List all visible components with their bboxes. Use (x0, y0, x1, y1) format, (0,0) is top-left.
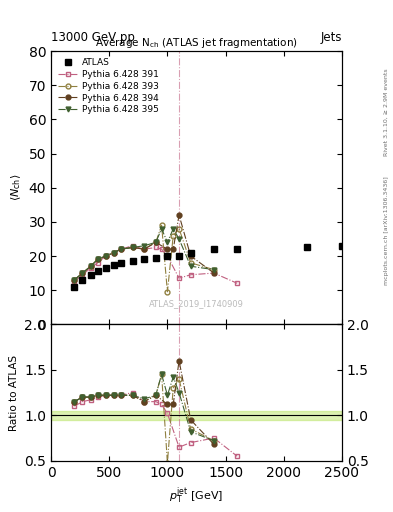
Text: Jets: Jets (320, 31, 342, 44)
Text: Rivet 3.1.10, ≥ 2.9M events: Rivet 3.1.10, ≥ 2.9M events (384, 69, 389, 157)
Text: mcplots.cern.ch [arXiv:1306.3436]: mcplots.cern.ch [arXiv:1306.3436] (384, 176, 389, 285)
Legend: ATLAS, Pythia 6.428 391, Pythia 6.428 393, Pythia 6.428 394, Pythia 6.428 395: ATLAS, Pythia 6.428 391, Pythia 6.428 39… (55, 56, 162, 117)
Y-axis label: Ratio to ATLAS: Ratio to ATLAS (9, 354, 19, 431)
Bar (51, 411, 342, 420)
Text: 13000 GeV pp: 13000 GeV pp (51, 31, 135, 44)
Title: Average N$_{\rm ch}$ (ATLAS jet fragmentation): Average N$_{\rm ch}$ (ATLAS jet fragment… (95, 36, 298, 50)
Text: ATLAS_2019_I1740909: ATLAS_2019_I1740909 (149, 299, 244, 308)
Y-axis label: $\langle N_{\rm ch}\rangle$: $\langle N_{\rm ch}\rangle$ (9, 174, 23, 202)
X-axis label: $p_{\rm T}^{\rm jet}$ [GeV]: $p_{\rm T}^{\rm jet}$ [GeV] (169, 485, 224, 506)
